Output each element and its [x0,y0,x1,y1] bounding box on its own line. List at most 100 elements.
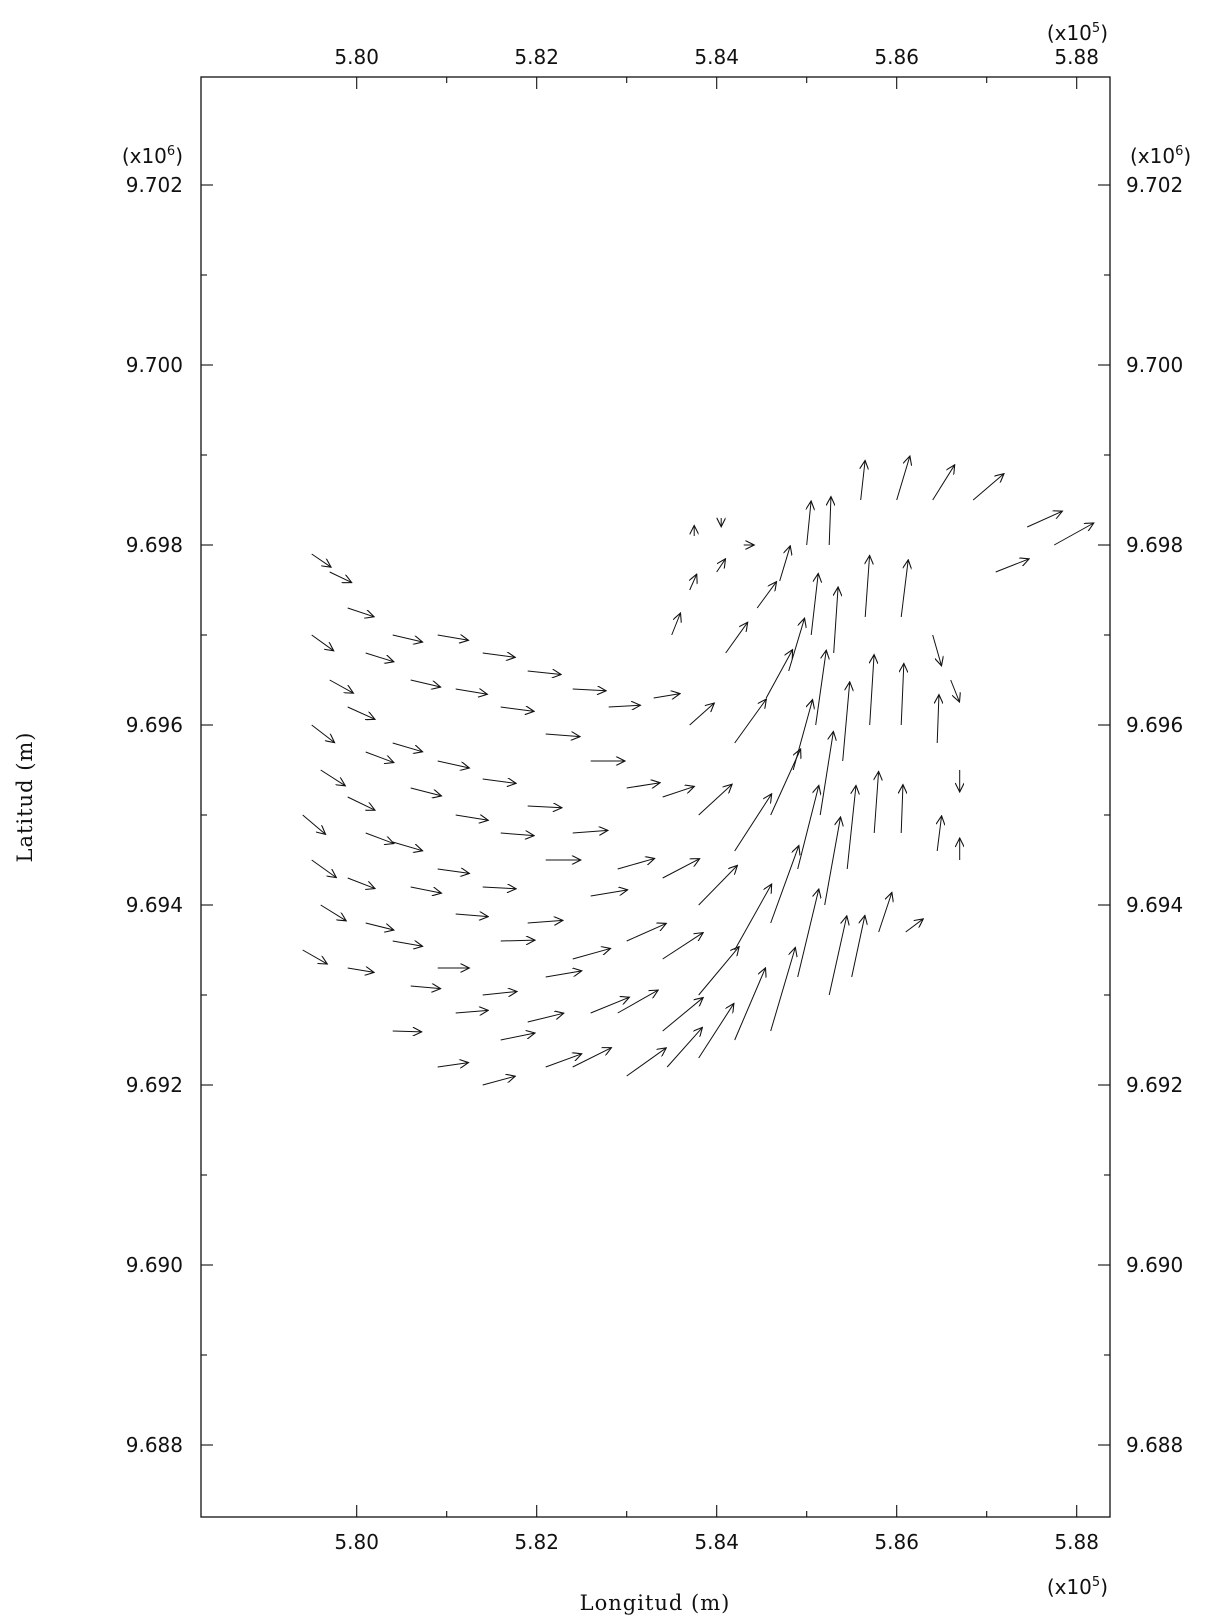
velocity-vector [329,679,354,693]
y-tick-label-left: 9.688 [126,1433,183,1457]
y-tick-label-left: 9.702 [126,173,183,197]
velocity-vector [662,933,703,960]
velocity-vector [437,869,470,873]
velocity-vector [311,859,337,878]
velocity-vector [410,679,441,687]
x-tick-label-top: 5.86 [874,45,919,69]
y-tick-label-left: 9.700 [126,353,183,377]
y-tick-label-right: 9.702 [1126,173,1183,197]
velocity-vector [608,705,641,707]
velocity-vector [662,859,700,879]
y-tick-label-right: 9.700 [1126,353,1183,377]
velocity-vector [819,731,833,816]
velocity-vector [716,559,726,573]
x-tick-label-top: 5.80 [334,45,379,69]
velocity-vector [815,650,827,726]
velocity-vector [482,653,516,657]
velocity-vector [392,841,423,851]
velocity-vector [788,618,805,672]
velocity-vector [311,634,334,651]
velocity-vector [500,707,534,711]
velocity-vector [320,769,346,786]
x-tick-label-bottom: 5.86 [874,1530,919,1554]
velocity-vector [590,997,630,1014]
velocity-vector [437,635,469,640]
axis-ticks [201,77,1110,1517]
velocity-vector [698,947,739,996]
velocity-vector [807,501,811,546]
velocity-vector [779,546,791,582]
x-tick-label-bottom: 5.80 [334,1530,379,1554]
velocity-vector [662,998,703,1032]
velocity-vector [765,650,792,699]
velocity-vector [617,990,658,1014]
y-axis-title: Latitud (m) [13,731,37,862]
velocity-vector [482,1076,516,1086]
velocity-vector [851,915,865,978]
velocity-vector [437,760,470,768]
velocity-vector [734,699,767,744]
velocity-vector [572,1048,612,1068]
velocity-vector [500,1033,535,1041]
velocity-vector [572,830,608,833]
velocity-vector [527,806,562,808]
y-tick-label-right: 9.688 [1126,1433,1183,1457]
velocity-vector [698,784,732,816]
velocity-vector [572,689,606,691]
velocity-vector [698,1003,734,1059]
velocity-vector [824,817,841,906]
velocity-vector [901,785,903,834]
velocity-vector [347,706,375,719]
y-tick-label-left: 9.696 [126,713,183,737]
y-tick-label-left: 9.698 [126,533,183,557]
velocity-vector [392,742,423,752]
velocity-vector [320,904,347,921]
velocity-vector [671,613,681,636]
velocity-vector [828,916,847,996]
velocity-vector [311,724,335,743]
y-multiplier-left: (x106) [122,144,183,168]
x-tick-label-top: 5.82 [514,45,559,69]
velocity-vector [626,923,667,942]
velocity-vector [653,694,680,698]
velocity-vector [590,890,628,897]
velocity-vector [437,1063,469,1067]
x-axis-title: Longitud (m) [580,1591,731,1615]
velocity-vector [725,622,748,654]
y-tick-label-left: 9.694 [126,893,183,917]
velocity-vector [410,886,442,893]
velocity-vector [302,949,328,964]
velocity-vector [810,573,818,636]
velocity-vector [1026,511,1062,528]
velocity-vector [834,587,838,654]
velocity-vector [698,865,738,906]
velocity-vector [734,794,772,852]
velocity-vector [392,634,423,642]
velocity-vector [797,785,819,870]
velocity-vector [527,1013,564,1023]
velocity-vector [626,1048,667,1077]
velocity-vector [347,796,375,810]
x-multiplier-bottom: (x105) [1047,1575,1108,1599]
velocity-vector [666,1027,702,1068]
velocity-vector [937,695,939,744]
velocity-vector [878,892,892,933]
velocity-vector [626,783,660,788]
y-tick-label-left: 9.692 [126,1073,183,1097]
velocity-vector [734,968,766,1041]
velocity-vector [545,734,580,737]
velocity-vector [455,815,489,820]
velocity-vector [905,919,924,933]
velocity-vector [392,941,423,946]
velocity-vector [365,922,394,930]
velocity-vector [365,751,394,763]
velocity-vector [734,884,772,951]
velocity-vector [527,671,561,675]
velocity-vector [482,991,517,995]
velocity-vector [900,560,908,618]
velocity-vector [870,655,874,726]
velocity-vector [302,814,326,834]
velocity-vector [690,574,697,591]
y-tick-label-right: 9.698 [1126,533,1183,557]
